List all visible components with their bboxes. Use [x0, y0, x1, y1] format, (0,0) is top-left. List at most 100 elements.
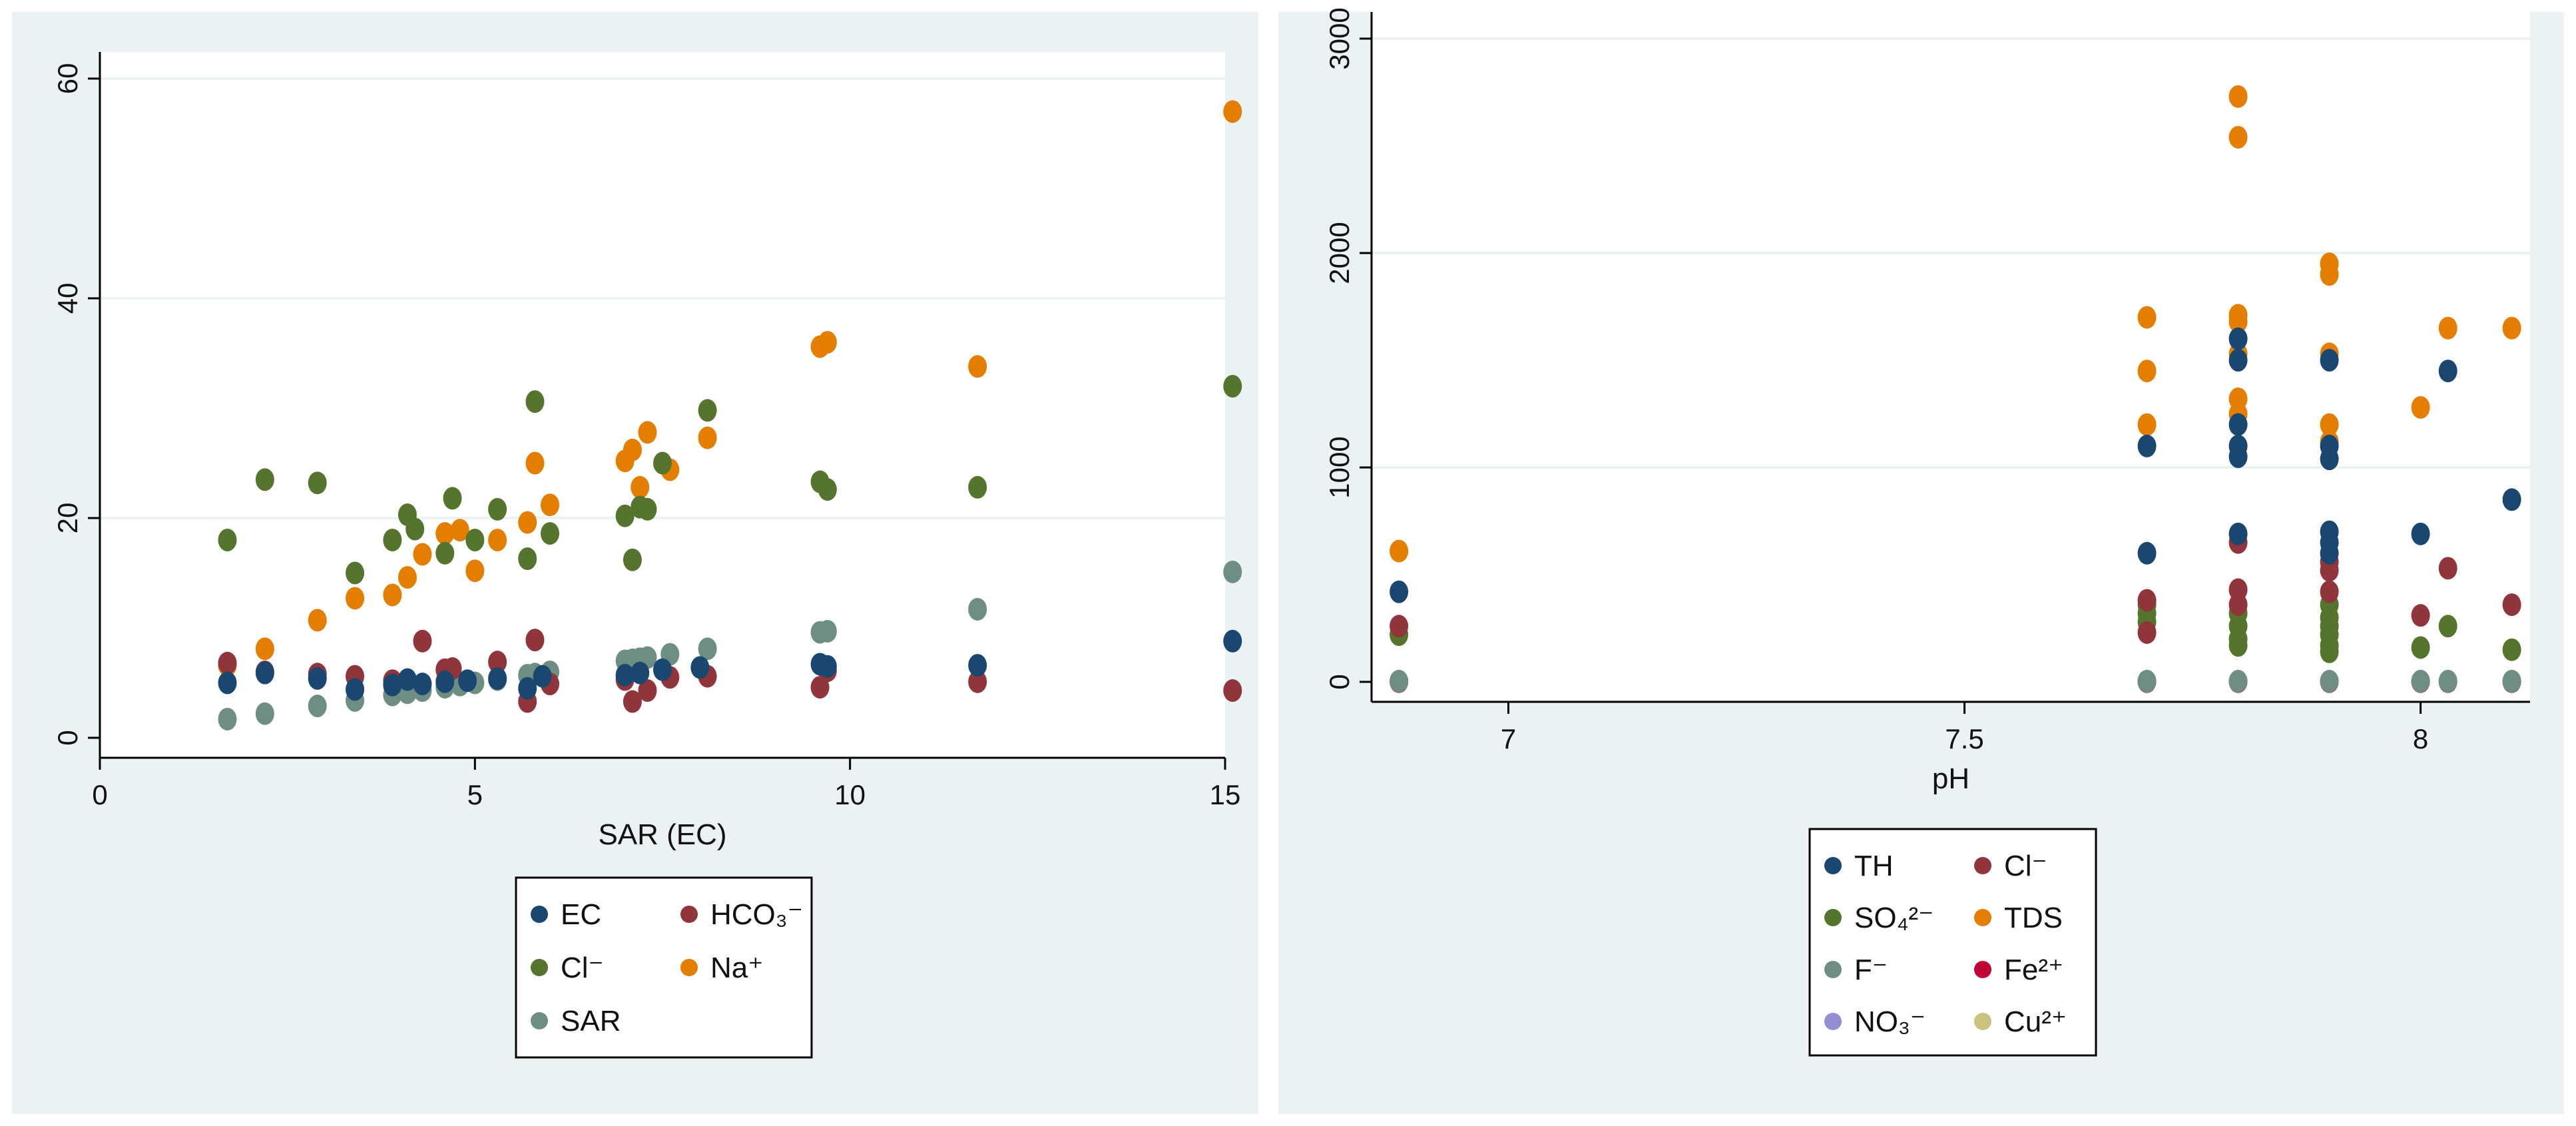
point-cl [1390, 615, 1409, 638]
y-tick-label: 0 [1324, 674, 1355, 689]
point-th [2320, 541, 2339, 565]
x-tick-label: 10 [834, 779, 866, 810]
point-na [525, 451, 545, 475]
point-f [2137, 670, 2157, 693]
point-ec [435, 670, 455, 693]
point-ec [968, 654, 987, 677]
legend-label: TDS [2004, 902, 2063, 934]
point-f [2438, 670, 2457, 693]
chart-ph: 0 1000 2000 3000 7 7.5 8 pH TH Cl⁻ SO₄²⁻ TDS F⁻ Fe²⁺ N… [1278, 7, 2564, 1114]
point-ec [653, 658, 672, 681]
y-tick-label: 60 [52, 63, 83, 95]
point-th [1390, 580, 1409, 603]
point-cl [638, 497, 657, 521]
x-axis-title: SAR (EC) [598, 818, 726, 851]
point-cl [2411, 604, 2430, 627]
point-na [346, 587, 365, 610]
point-f [1390, 670, 1409, 693]
legend-label: NO₃⁻ [1854, 1005, 1926, 1038]
point-hco [810, 676, 830, 699]
point-cl [518, 547, 537, 571]
legend-label: Cl⁻ [561, 952, 604, 984]
point-na [255, 637, 274, 661]
point-th [2320, 349, 2339, 372]
x-tick-label: 7.5 [1945, 723, 1983, 754]
legend-label: HCO₃⁻ [710, 898, 803, 931]
point-cl [698, 399, 717, 422]
point-tds [2228, 310, 2248, 334]
point-cl [968, 475, 987, 499]
legend-marker [531, 959, 548, 976]
legend-label: EC [561, 898, 601, 931]
point-th [2228, 522, 2248, 545]
point-sar [308, 695, 327, 718]
point-cl [541, 522, 559, 545]
point-cl [2137, 621, 2157, 644]
point-cl [2320, 580, 2339, 603]
chart-sar: 0 20 40 60 0 5 10 15 SAR (EC) EC HCO₃⁻ Cl⁻ Na⁺ SAR [12, 12, 1258, 1114]
point-hco [525, 629, 545, 652]
point-so [2502, 638, 2521, 661]
point-th [2320, 434, 2339, 457]
point-cl [346, 561, 365, 585]
legend-marker [1824, 1013, 1842, 1030]
point-cl [623, 548, 642, 571]
legend-marker [1824, 857, 1842, 874]
point-ec [308, 667, 327, 690]
y-tick-label: 3000 [1324, 7, 1355, 69]
point-ec [818, 655, 837, 678]
point-tds [2411, 396, 2430, 419]
point-f [2228, 670, 2248, 693]
x-axis-title: pH [1932, 762, 1969, 795]
y-tick-label: 40 [52, 283, 83, 314]
point-so [2320, 640, 2339, 663]
point-cl [383, 529, 402, 551]
point-na [631, 475, 650, 499]
legend-label: Cu²⁺ [2004, 1005, 2067, 1038]
point-ec [1223, 629, 1242, 653]
point-th [2438, 360, 2457, 383]
point-ec [255, 661, 274, 685]
point-cl [818, 478, 837, 501]
point-ec [346, 678, 365, 701]
point-tds [2228, 85, 2248, 108]
point-na [450, 519, 469, 542]
point-tds [2502, 316, 2521, 340]
point-hco [638, 679, 657, 703]
point-ec [458, 669, 477, 693]
point-tds [2137, 360, 2157, 383]
point-ec [615, 663, 635, 687]
point-th [2137, 434, 2157, 457]
point-tds [2137, 306, 2157, 329]
point-cl [2438, 557, 2457, 580]
point-f [2320, 670, 2339, 693]
legend-marker [1974, 961, 1991, 978]
legend-marker [680, 959, 698, 976]
point-na [397, 566, 417, 589]
legend-marker [1824, 961, 1842, 978]
point-cl [443, 487, 462, 510]
y-tick-label: 2000 [1324, 222, 1355, 284]
point-tds [2320, 413, 2339, 436]
point-na [968, 355, 987, 378]
point-hco [1223, 679, 1242, 703]
point-ec [533, 665, 552, 688]
x-tick-label: 15 [1210, 779, 1241, 810]
legend-marker [1974, 909, 1991, 926]
point-na [383, 583, 402, 607]
point-hco [623, 690, 642, 713]
legend-label: Fe²⁺ [2004, 954, 2063, 986]
plot-area [1372, 12, 2530, 702]
point-ec [218, 671, 237, 695]
legend [1808, 828, 2097, 1057]
point-na [541, 493, 559, 517]
point-ec [518, 677, 537, 700]
legend-marker [531, 906, 548, 923]
point-na [488, 529, 507, 551]
legend [515, 876, 813, 1059]
point-na [638, 421, 657, 444]
legend-marker [680, 906, 698, 923]
legend-marker [1974, 1013, 1991, 1030]
plot-area [100, 52, 1225, 758]
